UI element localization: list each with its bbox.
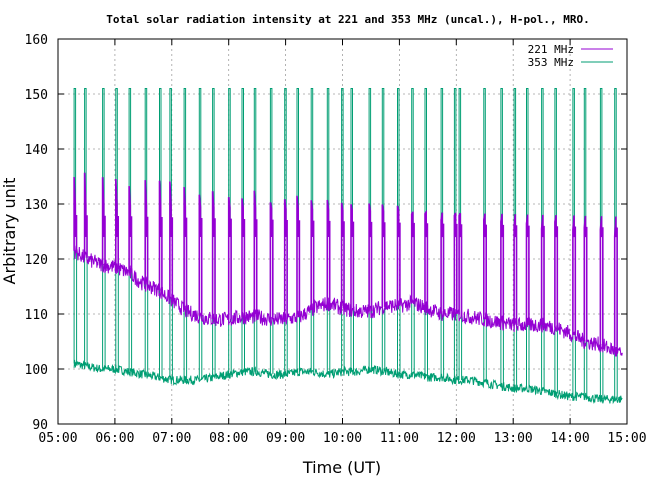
series-0-spike [158,180,163,291]
series-0-spike [458,212,463,315]
y-tick-label: 90 [32,418,48,433]
chart-title: Total solar radiation intensity at 221 a… [106,13,589,26]
series-0-spike [296,195,301,318]
x-tick-label: 09:00 [266,431,305,446]
series-0-spike [424,209,429,308]
x-tick-label: 07:00 [152,431,191,446]
series-0-spike [525,214,530,325]
series-0-spike [326,199,331,304]
y-tick-label: 130 [25,198,48,213]
series-0-spike [101,177,106,265]
series-0-spike [368,203,373,312]
y-tick-labels: 90 100 110 120 130 140 150 160 [25,33,48,433]
series-0-spike [310,200,315,311]
x-tick-label: 15:00 [607,431,646,446]
series-0-spike [350,204,355,311]
y-tick-label: 110 [25,308,48,323]
series-1-line [73,359,623,405]
legend-label: 221 MHz [528,43,574,56]
y-tick-label: 100 [25,363,48,378]
series-0-spike [128,186,133,273]
series-0-spike [115,178,119,268]
series-0-line [73,245,623,357]
series-0-spike [410,211,415,304]
series-0-spike [540,214,545,325]
x-tick-label: 10:00 [323,431,362,446]
series-0-spike [453,212,458,314]
series-layer [73,88,623,405]
series-0-spike [440,212,445,314]
series-0-spike [340,202,345,309]
series-0-spike [381,204,386,307]
x-tick-label: 13:00 [494,431,533,446]
x-tick-label: 05:00 [38,431,77,446]
series-0-spike [599,216,604,345]
y-tick-label: 140 [25,143,48,158]
series-0-spike [144,180,149,285]
x-tick-label: 12:00 [437,431,476,446]
series-0-spike [613,216,618,351]
series-0-spike [572,215,577,335]
series-0-spike [211,191,216,320]
series-0-spike [169,181,174,299]
y-axis-label: Arbitrary unit [0,178,19,285]
series-0-spike [269,202,274,320]
legend-label: 353 MHz [528,56,574,69]
series-0-spike [483,213,487,320]
series-1-spike [73,88,78,364]
x-tick-label: 06:00 [95,431,134,446]
series-0-spike [253,190,258,317]
y-tick-label: 120 [25,253,48,268]
y-tick-label: 160 [25,33,48,48]
series-0-spike [198,194,203,317]
series-0-spike [554,215,559,328]
x-tick-label: 14:00 [551,431,590,446]
x-tick-labels: 05:00 06:00 07:00 08:00 09:00 10:00 11:00 12:00… [38,431,646,446]
series-0-spike [241,198,246,317]
series-0-spike [513,214,518,325]
series-0-spike [83,172,88,258]
series-0-spike [183,186,188,310]
series-0-spike [396,205,401,306]
x-tick-label: 11:00 [380,431,419,446]
x-tick-label: 08:00 [209,431,248,446]
tick-marks [57,38,628,425]
series-0-spike [227,197,232,320]
series-0-spike [283,199,288,320]
series-0-spike [500,213,505,323]
series-0-spike [73,176,78,251]
series-0-spike [583,215,588,342]
x-axis-label: Time (UT) [302,458,381,477]
y-tick-label: 150 [25,88,48,103]
